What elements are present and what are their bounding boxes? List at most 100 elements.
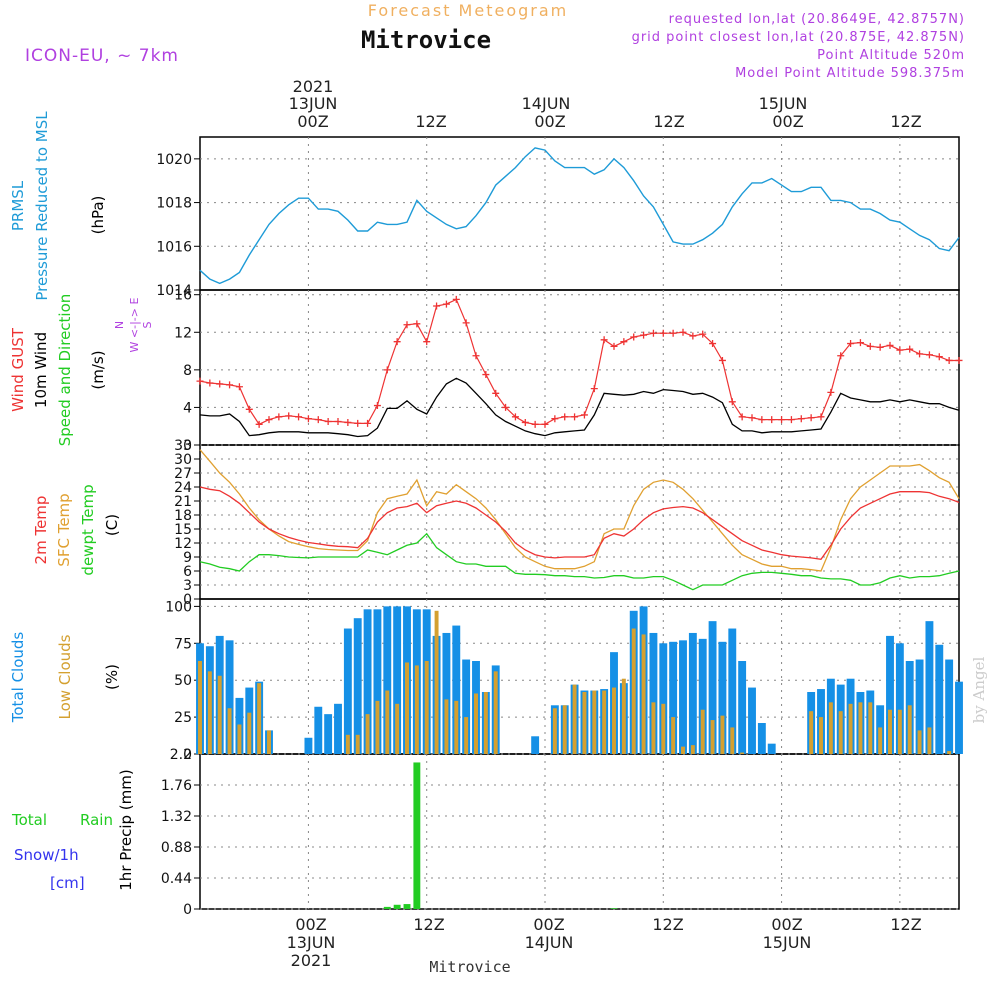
total-cloud-bar [383,606,392,754]
total-cloud-bar [304,737,313,754]
total-cloud-bar [353,618,362,754]
wind-dir-label: Speed and Direction [56,294,74,447]
low-cloud-bar [602,690,607,754]
low-cloud-bar [819,717,823,754]
wind-gust-marker [758,416,766,424]
clouds-ytick-label-4: 100 [165,599,192,615]
grid-point-coords: grid point closest lon,lat (20.875E, 42.… [632,30,965,45]
wind-gust-marker [334,418,342,426]
low-cloud-bar [474,693,478,754]
wind-ytick-label-0: 0 [183,438,192,454]
low-cloud-bar [947,751,952,754]
low-cloud-bar [828,702,833,754]
wind-gust-line [199,298,959,426]
low-cloud-bar [424,661,429,754]
temp-ytick-label-11: 33 [174,438,192,454]
wind-ytick-label-2: 8 [183,363,192,379]
temp-unit: (C) [103,514,121,536]
total-cloud-bar [452,625,461,754]
wind-ytick-label-3: 12 [174,325,192,341]
wind-gust-marker [482,371,490,379]
point-altitude: Point Altitude 520m [817,48,965,63]
wind-gust-marker [452,295,460,303]
temp-sfc-line [199,449,960,572]
wind-gust-marker [344,418,352,426]
total-cloud-bar [925,621,934,754]
precip-ytick-label-0: 0 [183,902,192,918]
total-cloud-bar [462,659,471,754]
wind-gust-marker [304,415,312,423]
total-cloud-bar [955,681,963,754]
low-cloud-bar [217,675,222,754]
wind-gust-marker [709,340,717,348]
low-cloud-bar [661,703,666,754]
top-tick-12z-2: 12Z [653,112,684,131]
total-cloud-bar [718,641,727,754]
wind-gust-marker [521,418,529,426]
rain-bar [610,908,618,909]
wind-gust-marker [226,381,234,389]
total-cloud-bar [679,640,687,754]
wind-gust-marker [807,414,815,422]
low-cloud-bar [878,727,883,754]
low-cloud-bar [375,700,380,754]
low-cloud-bar [365,714,370,754]
location-title: Mitrovice [361,26,491,54]
wind-gust-marker [571,413,579,421]
low-cloud-bar [345,734,350,754]
total-cloud-bar [748,687,756,754]
wind-ytick-label-1: 4 [183,400,192,416]
clouds-ytick-label-1: 25 [174,710,192,726]
bottom-date-label-2: 14JUN [525,933,574,952]
low-cloud-bar [405,662,409,754]
model-label: ICON-EU, ~ 7km [25,46,179,66]
top-tick-12z-1: 12Z [415,112,446,131]
wind-ytick-label-4: 16 [174,288,192,304]
bottom-tick-00z-1: 00Z [295,915,326,934]
low-cloud-bar [592,690,597,754]
low-cloud-bar [198,661,202,754]
wind-gust-marker [442,300,450,308]
top-date-label-1: 13JUN [289,94,338,113]
precip-ytick-label-2: 0.88 [161,840,192,856]
wind-10m-label: 10m Wind [32,332,50,408]
low-cloud-bar [838,711,843,754]
model-altitude: Model Point Altitude 598.375m [735,66,965,81]
pressure-ytick-label-2: 1018 [156,196,192,212]
total-cloud-bar [373,609,382,754]
pressure-ytick-label-1: 1016 [156,239,192,255]
wind-gust-marker [896,346,904,354]
clouds-unit: (%) [103,664,121,690]
wind-gust-marker [275,413,283,421]
wind-gust-marker [866,342,874,350]
wind-gust-marker [314,416,322,424]
wind-gust-marker [817,413,825,421]
chart-top-title: Forecast Meteogram [368,1,568,20]
temp-ytick-label-7: 21 [174,494,192,510]
wind-gust-marker [580,411,588,419]
total-cloud-bar [738,661,747,754]
rain-bar [383,906,391,909]
total-cloud-bar [393,606,402,754]
low-cloud-bar [897,709,902,754]
total-cloud-bar [343,628,352,754]
wind-gust-marker [502,403,510,411]
low-cloud-bar [690,745,695,754]
temp-ytick-label-8: 24 [174,480,192,496]
wind-gust-marker [610,342,618,350]
low-cloud-bar [641,634,646,754]
total-cloud-bar [363,609,372,754]
clouds-ytick-label-0: 0 [183,747,192,763]
temp-ytick-label-6: 18 [174,508,192,524]
wind-gust-marker [285,412,293,420]
temp-ytick-label-3: 9 [183,550,192,566]
total-cloud-bar [757,723,766,754]
temp-ytick-label-2: 6 [183,564,192,580]
low-cloud-bar [562,705,567,754]
clouds-low-label: Low Clouds [56,634,74,719]
footer-location: Mitrovice [429,958,510,976]
low-cloud-bar [927,727,932,754]
wind-gust-marker [955,356,963,364]
low-cloud-bar [888,709,892,754]
wind-gust-marker [847,340,855,348]
